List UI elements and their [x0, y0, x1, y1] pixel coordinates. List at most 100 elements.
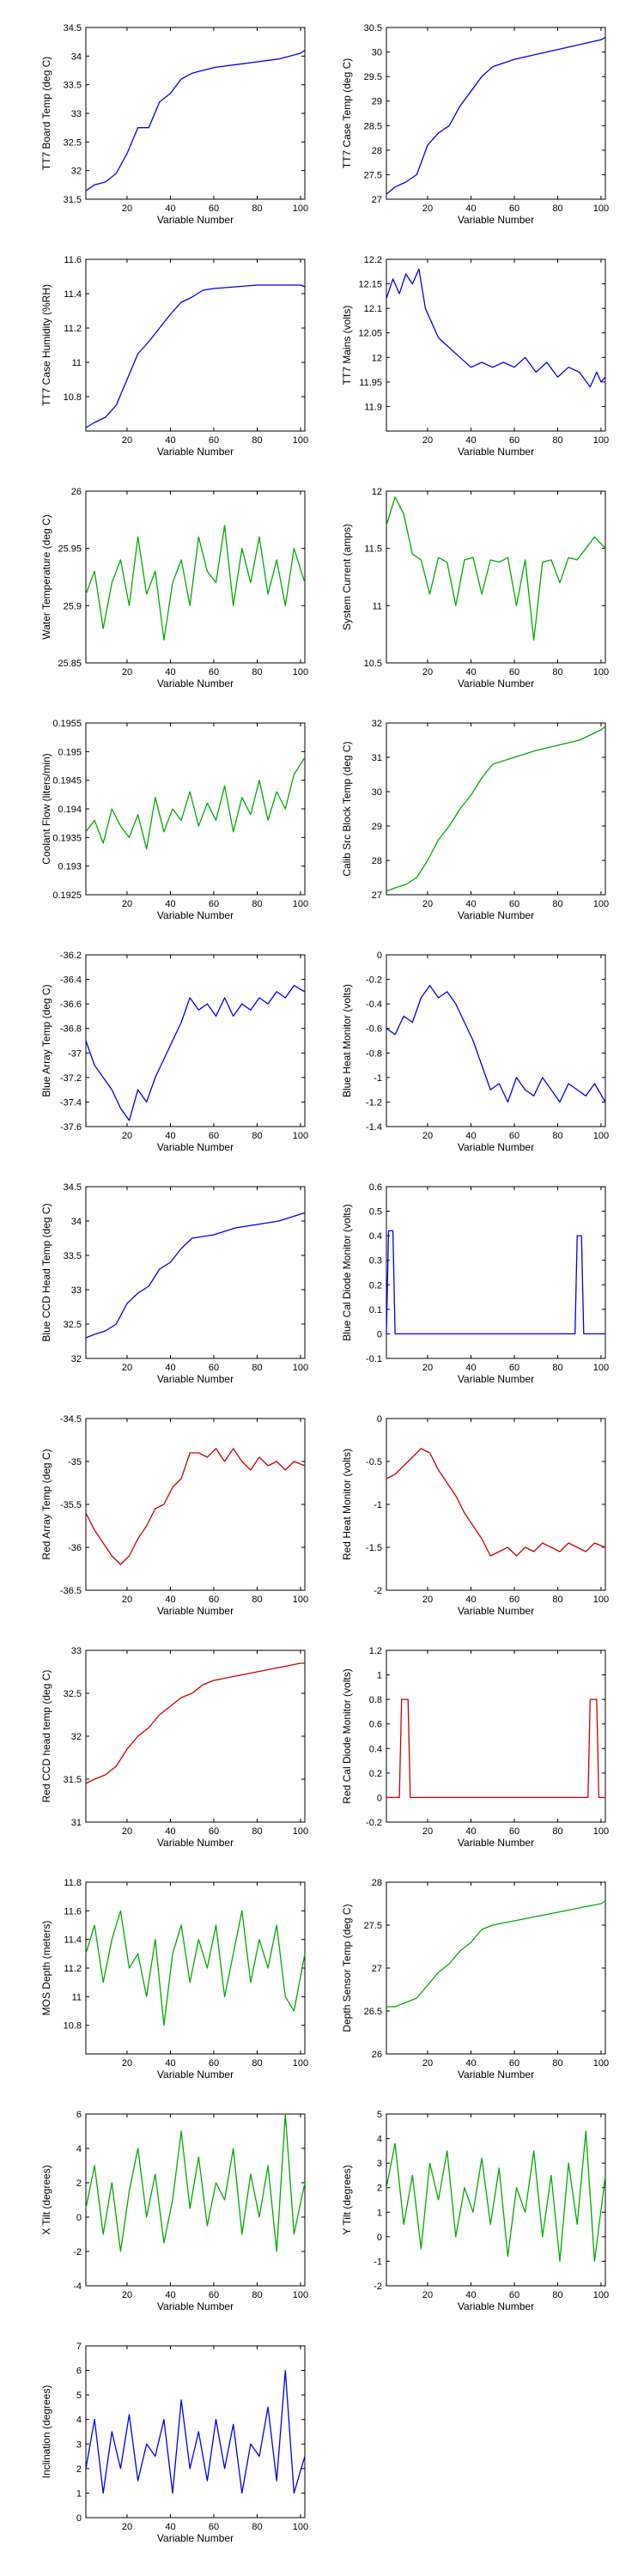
x-tick-label: 40	[165, 899, 175, 909]
y-tick-label: -36.2	[60, 951, 82, 961]
chart-panel-15: 31 31.5 32 32.5 33 20 40 60 80 100 Variable Number…	[40, 1646, 308, 1849]
y-tick-label: 0.8	[369, 1695, 382, 1705]
y-tick-label: -1	[374, 1073, 382, 1084]
y-tick-label: 12.05	[358, 329, 382, 339]
series-line-1	[386, 1230, 605, 1335]
y-tick-label: 0.1	[369, 1305, 382, 1315]
y-tick-label: 28	[372, 1878, 382, 1888]
y-tick-label: 10.5	[364, 659, 382, 669]
y-tick-label: 27.5	[364, 170, 382, 180]
chart-panel-3: 10.8 11 11.2 11.4 11.6 20 40 60 80 100 Variable Nu…	[40, 255, 308, 458]
y-tick-label: 32	[71, 167, 82, 177]
y-tick-label: 6	[76, 2110, 82, 2120]
chart-panel-18: 26 26.5 27 27.5 28 20 40 60 80 100 Variable Number…	[341, 1878, 609, 2081]
y-axis-label: Blue Array Temp (deg C)	[40, 984, 52, 1097]
x-tick-label: 40	[165, 1363, 175, 1373]
plot-area	[386, 1186, 606, 1359]
y-axis-label: X Tilt (degrees)	[40, 2165, 52, 2234]
plot-area	[85, 2345, 306, 2518]
y-tick-label: 0.6	[369, 1182, 382, 1193]
x-tick-label: 100	[293, 204, 308, 214]
y-tick-label: 31.5	[64, 195, 82, 205]
y-tick-label: -36.4	[60, 975, 82, 986]
x-tick-label: 80	[252, 2522, 262, 2532]
series-line-1	[85, 525, 306, 641]
y-axis-label: Y Tilt (degrees)	[341, 2165, 353, 2234]
x-tick-label: 60	[209, 435, 219, 446]
y-tick-label: 2	[377, 2184, 382, 2194]
plot-area	[386, 27, 606, 200]
x-tick-label: 100	[293, 2290, 308, 2300]
chart-panel-11: 32 32.5 33 33.5 34 34.5 20 40 60 80 100 Variable Nu…	[40, 1182, 308, 1385]
y-tick-label: 6	[76, 2366, 82, 2377]
series-line-1	[85, 1212, 306, 1339]
y-tick-label: 4	[377, 2135, 382, 2145]
chart-panel-7: 0.1925 0.193 0.1935 0.194 0.1945 0.195 0.1955 2…	[40, 719, 308, 921]
y-tick-label: 1	[76, 2488, 82, 2499]
y-tick-label: -37.2	[60, 1073, 82, 1084]
y-axis-label: Blue Heat Monitor (volts)	[341, 984, 353, 1097]
y-tick-label: -36	[68, 1543, 82, 1553]
x-tick-label: 20	[422, 435, 433, 446]
x-tick-label: 40	[165, 2290, 175, 2300]
x-axis-label: Variable Number	[157, 909, 234, 921]
x-tick-label: 100	[593, 1363, 609, 1373]
series-line-1	[85, 985, 306, 1121]
x-axis-label: Variable Number	[157, 2532, 234, 2544]
y-axis-label: Inclination (degrees)	[40, 2385, 52, 2479]
y-tick-label: 2	[76, 2178, 82, 2189]
y-tick-label: 11.6	[64, 255, 82, 265]
x-tick-label: 80	[552, 899, 562, 909]
plot-area	[85, 1186, 306, 1359]
y-tick-label: -1	[374, 1500, 382, 1510]
y-tick-label: 0	[377, 951, 382, 961]
y-tick-label: 0.4	[369, 1231, 382, 1242]
y-tick-label: 2	[76, 2464, 82, 2475]
chart-panel-4: 11.9 11.95 12 12.05 12.1 12.15 12.2 20 40 60 80 100…	[341, 255, 609, 458]
y-tick-label: -34.5	[60, 1414, 82, 1425]
y-tick-label: 25.95	[58, 544, 82, 555]
plot-area	[85, 1418, 306, 1591]
y-tick-label: 11.5	[364, 544, 382, 555]
x-tick-label: 20	[122, 2058, 132, 2069]
y-tick-label: -1.5	[366, 1543, 382, 1553]
y-tick-label: 25.9	[64, 601, 82, 611]
plot-area	[85, 1881, 306, 2055]
y-axis-label: TT7 Board Temp (deg C)	[40, 57, 52, 171]
y-axis-label: Blue CCD Head Temp (deg C)	[40, 1203, 52, 1341]
x-tick-label: 40	[165, 1131, 175, 1141]
y-tick-label: -0.8	[366, 1048, 382, 1059]
y-tick-label: 31.5	[64, 1775, 82, 1785]
y-tick-label: 31	[372, 753, 382, 763]
y-tick-label: 0.6	[369, 1720, 382, 1730]
y-tick-label: 12.1	[364, 304, 382, 314]
series-line-1	[386, 1448, 606, 1557]
y-tick-label: 11.4	[64, 1935, 82, 1946]
x-tick-label: 20	[422, 667, 433, 677]
y-axis-label: Red CCD head temp (deg C)	[40, 1670, 52, 1803]
series-line-1	[85, 756, 306, 850]
y-tick-label: 11.9	[364, 402, 382, 412]
y-tick-label: 12	[372, 487, 382, 497]
y-tick-label: 0.2	[369, 1769, 382, 1779]
y-tick-label: 30	[372, 787, 382, 798]
plot-area	[386, 2113, 606, 2287]
plot-area	[386, 1418, 606, 1591]
y-tick-label: 0	[377, 1793, 382, 1803]
y-tick-label: -37.4	[60, 1097, 82, 1108]
x-tick-label: 60	[209, 1826, 219, 1837]
plot-area	[386, 1649, 606, 1823]
y-tick-label: -0.6	[366, 1024, 382, 1035]
chart-panel-16: -0.2 0 0.2 0.4 0.6 0.8 1 1.2 20 40 60 80 100 Variable…	[341, 1646, 609, 1849]
x-tick-label: 20	[422, 1363, 433, 1373]
y-tick-label: 11	[72, 1992, 82, 2002]
chart-panel-2: 27 27.5 28 28.5 29 29.5 30 30.5 20 40 60 80 100 Varia…	[341, 23, 609, 226]
y-tick-label: -0.2	[366, 975, 382, 986]
x-tick-label: 60	[509, 1131, 519, 1141]
y-tick-label: 32.5	[64, 1689, 82, 1699]
y-tick-label: -0.4	[366, 999, 382, 1010]
series-line-1	[85, 1448, 306, 1565]
x-tick-label: 80	[552, 1826, 562, 1837]
y-tick-label: -36.5	[60, 1586, 82, 1596]
x-tick-label: 40	[165, 667, 175, 677]
